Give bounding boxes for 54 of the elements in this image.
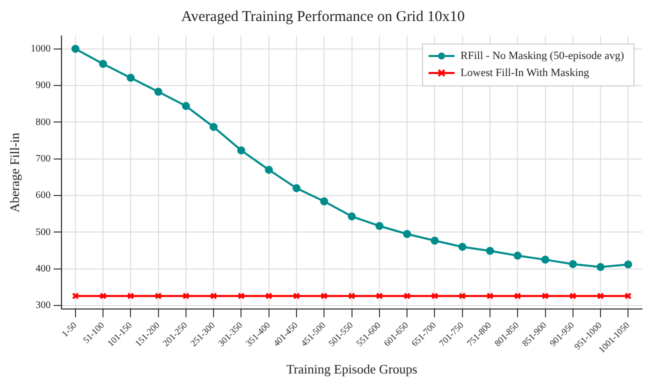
point	[293, 292, 300, 300]
point	[375, 222, 384, 230]
point	[210, 122, 218, 131]
point	[154, 292, 162, 300]
point	[458, 242, 466, 251]
point	[624, 260, 632, 268]
point	[597, 292, 604, 300]
point	[568, 260, 577, 268]
y-tick-label: 300	[36, 300, 51, 312]
point	[127, 292, 134, 300]
point	[292, 184, 301, 192]
x-tick-label: 1-50	[60, 320, 79, 339]
point	[596, 263, 605, 272]
point	[99, 60, 108, 68]
legend-label: Lowest Fill-In With Masking	[460, 66, 590, 79]
x-axis-title: Training Episode Groups	[286, 362, 418, 377]
point	[237, 146, 246, 154]
point	[182, 292, 190, 300]
point	[486, 292, 494, 300]
point	[404, 292, 411, 300]
point	[126, 74, 135, 82]
y-axis-title: Aberage Fill-in	[7, 132, 22, 212]
y-tick-label: 400	[36, 263, 51, 274]
point	[210, 292, 218, 300]
point	[264, 166, 273, 174]
y-tick-label: 500	[36, 226, 51, 238]
point	[542, 292, 549, 300]
point	[569, 292, 576, 300]
point	[541, 256, 550, 264]
point	[403, 230, 412, 238]
point	[514, 252, 522, 260]
point	[376, 292, 383, 300]
point	[154, 88, 162, 96]
legend-label: RFill - No Masking (50-episode avg)	[460, 50, 624, 62]
point	[182, 102, 190, 110]
point	[431, 292, 438, 300]
point	[265, 292, 272, 300]
y-tick-label: 700	[36, 153, 51, 164]
point	[320, 292, 328, 300]
point	[348, 292, 356, 300]
y-tick-label: 900	[36, 80, 51, 92]
y-tick-label: 800	[36, 116, 51, 128]
point	[100, 292, 107, 300]
point	[71, 44, 80, 53]
chart-title: Averaged Training Performance on Grid 10x10	[181, 8, 465, 25]
point	[430, 236, 439, 245]
point	[320, 197, 328, 206]
point	[514, 292, 522, 300]
point	[486, 246, 494, 255]
point	[348, 212, 356, 220]
y-tick-label: 1000	[30, 43, 51, 54]
y-tick-label: 600	[36, 190, 51, 202]
point	[458, 292, 466, 300]
point	[238, 292, 245, 300]
